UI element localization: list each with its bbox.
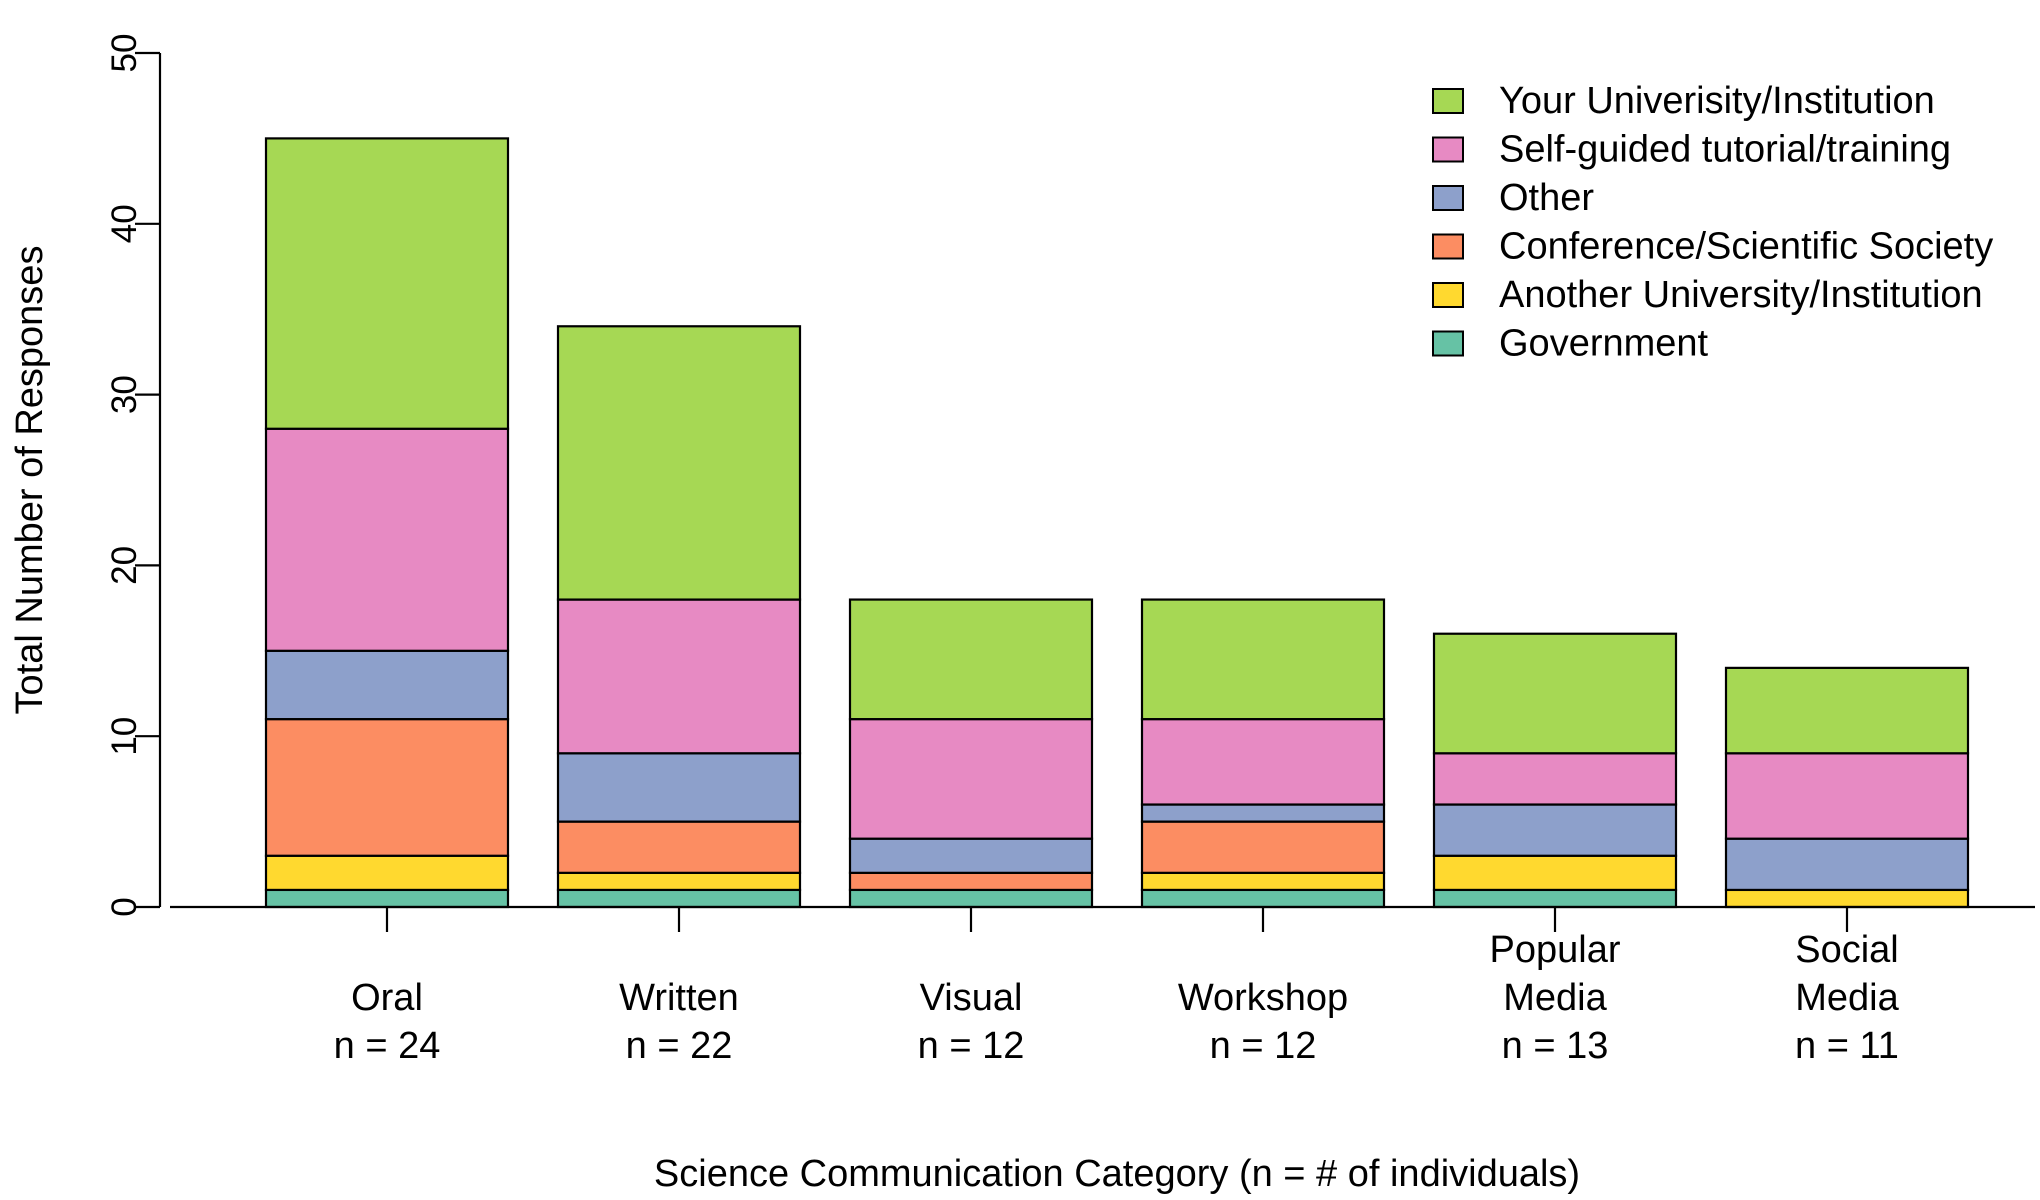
bar-segment: [1140, 803, 1386, 823]
legend-label: Government: [1499, 323, 1709, 365]
bar-segment: [1140, 820, 1386, 874]
bar-segment: [1140, 888, 1386, 909]
bar-segment: [1724, 888, 1970, 909]
x-tick-label: Visual: [920, 977, 1023, 1019]
bar-segment: [556, 752, 802, 823]
legend-label: Other: [1499, 177, 1594, 219]
bar-segment: [1140, 598, 1386, 721]
bar-segment: [1140, 718, 1386, 806]
x-tick-label: n = 22: [626, 1025, 733, 1067]
legend: Your Univerisity/Institution Self-guided …: [1432, 80, 1993, 365]
legend-swatch: [1432, 282, 1464, 308]
bar-segment: [1432, 888, 1678, 909]
x-tick-label: n = 12: [1210, 1025, 1317, 1067]
x-tick-label: Popular: [1490, 929, 1621, 971]
x-axis-title: Science Communication Category (n = # of…: [654, 1153, 1580, 1195]
y-tick-label: 50: [105, 34, 144, 73]
bar-segment: [264, 649, 510, 721]
x-tick-label: Media: [1503, 977, 1607, 1019]
y-tick-label: 20: [105, 546, 144, 585]
bar-segment: [556, 598, 802, 755]
legend-label: Conference/Scientific Society: [1499, 226, 1993, 268]
bar-segment: [556, 888, 802, 909]
bar-segment: [264, 718, 510, 857]
x-tick-label: Social: [1795, 929, 1899, 971]
x-tick-label: n = 13: [1502, 1025, 1609, 1067]
y-tick-label: 30: [105, 375, 144, 414]
legend-label: Your Univerisity/Institution: [1499, 80, 1935, 122]
x-tick-label: n = 11: [1795, 1025, 1899, 1067]
y-tick-label: 40: [105, 204, 144, 243]
bar-segment: [264, 137, 510, 430]
bar-segment: [848, 718, 1094, 840]
bar-segment: [1432, 803, 1678, 857]
bar-segment: [848, 837, 1094, 874]
legend-label: Self-guided tutorial/training: [1499, 129, 1951, 171]
bar-segment: [1724, 666, 1970, 755]
bar-segment: [1432, 752, 1678, 806]
legend-swatch: [1432, 233, 1464, 260]
x-tick-label: Media: [1795, 977, 1899, 1019]
x-tick-label: Oral: [351, 977, 423, 1019]
bar-segment: [1724, 752, 1970, 840]
axes-group: Oral n = 24 Written n = 22 Visual n = 12 Works…: [105, 34, 2035, 1067]
legend-swatch: [1432, 136, 1464, 163]
y-axis-title: Total Number of Responses: [9, 246, 51, 715]
legend-swatch: [1432, 330, 1464, 357]
bar-segment: [1724, 837, 1970, 892]
bar-segment: [556, 325, 802, 601]
bar-segment: [556, 820, 802, 874]
bar-segment: [556, 871, 802, 892]
legend-swatch: [1432, 88, 1464, 114]
legend-swatch: [1432, 185, 1464, 211]
bar-segment: [264, 427, 510, 652]
bars-group: [264, 137, 1970, 909]
bar-segment: [848, 888, 1094, 909]
bar-segment: [264, 854, 510, 892]
x-tick-label: n = 12: [918, 1025, 1025, 1067]
bar-segment: [1432, 854, 1678, 892]
bar-segment: [1140, 871, 1386, 892]
bar-segment: [264, 888, 510, 909]
bar-segment: [848, 598, 1094, 721]
y-tick-label: 10: [105, 717, 144, 756]
x-tick-label: n = 24: [334, 1025, 441, 1067]
bar-segment: [1432, 632, 1678, 755]
y-tick-label: 0: [105, 897, 144, 916]
legend-label: Another University/Institution: [1499, 274, 1983, 316]
x-tick-label: Written: [619, 977, 739, 1019]
x-tick-label: Workshop: [1178, 977, 1348, 1019]
bar-segment: [848, 871, 1094, 892]
